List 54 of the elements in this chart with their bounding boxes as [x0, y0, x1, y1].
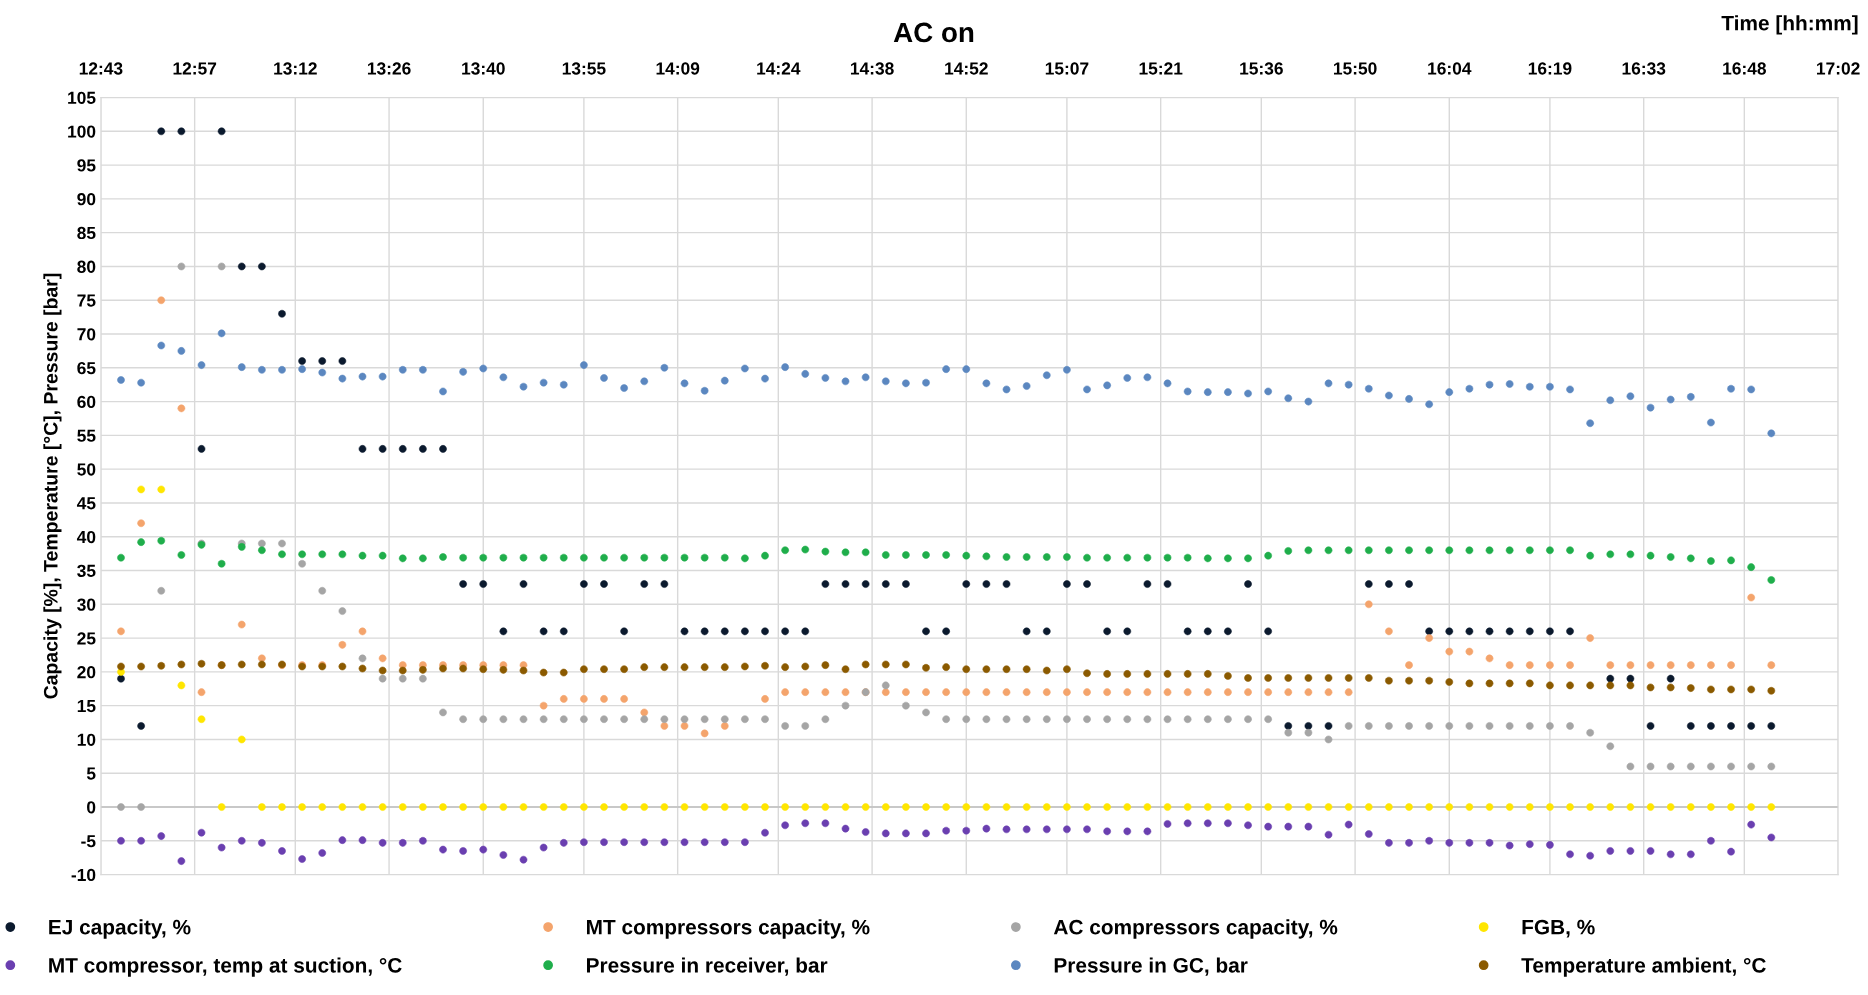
y-tick-label: 80	[77, 260, 96, 273]
x-tick-label: 15:36	[1240, 62, 1283, 75]
y-tick-label: 0	[87, 801, 96, 814]
legend-label: Temperature ambient, °C	[1521, 957, 1766, 977]
x-tick-label: 15:07	[1045, 62, 1089, 75]
y-tick-label: -10	[71, 868, 96, 882]
y-tick-label: 65	[77, 361, 96, 375]
y-tick-label: 70	[77, 328, 96, 341]
legend-label: FGB, %	[1522, 919, 1595, 938]
legend-label: Pressure in GC, bar	[1054, 957, 1248, 976]
legend-label: Pressure in receiver, bar	[587, 957, 828, 976]
x-tick-label: 13:26	[367, 62, 411, 75]
x-tick-label: 16:19	[1528, 62, 1572, 75]
y-tick-label: 50	[77, 463, 96, 476]
y-tick-label: 10	[77, 733, 96, 746]
x-tick-label: 16:33	[1622, 62, 1666, 75]
y-tick-label: -5	[81, 835, 96, 848]
x-tick-label: 13:12	[274, 62, 317, 75]
y-tick-label: 75	[77, 294, 96, 307]
y-tick-label: 55	[77, 429, 96, 442]
y-tick-label: 85	[77, 226, 96, 240]
y-tick-label: 105	[68, 91, 96, 104]
x-tick-label: 15:21	[1139, 62, 1183, 75]
x-tick-label: 16:04	[1428, 62, 1472, 75]
y-tick-label: 15	[77, 700, 96, 713]
y-tick-label: 45	[76, 497, 96, 510]
y-tick-label: 25	[77, 632, 96, 645]
x-tick-label: 14:09	[656, 62, 700, 75]
y-tick-label: 60	[77, 395, 96, 409]
y-tick-label: 20	[77, 666, 96, 679]
y-tick-label: 100	[68, 125, 96, 138]
x-tick-label: 13:40	[462, 62, 505, 75]
x-tick-label: 17:02	[1817, 62, 1860, 75]
y-tick-label: 95	[77, 159, 96, 172]
y-tick-label: 40	[76, 530, 96, 544]
legend-label: MT compressors capacity, %	[587, 919, 870, 939]
y-tick-label: 90	[77, 193, 96, 206]
y-tick-label: 5	[86, 767, 96, 780]
x-tick-label: 12:57	[173, 62, 217, 75]
legend-label: AC compressors capacity, %	[1053, 919, 1338, 939]
x-tick-label: 14:38	[850, 62, 894, 75]
x-tick-label: 13:55	[562, 62, 606, 75]
y-tick-label: 35	[77, 564, 96, 578]
x-tick-label: 16:48	[1723, 62, 1766, 75]
x-tick-label: 14:52	[945, 62, 988, 75]
chart-title: AC on	[893, 22, 974, 43]
legend-label: MT compressor, temp at suction, °C	[49, 957, 402, 977]
legend-label: EJ capacity, %	[49, 919, 191, 939]
y-tick-label: 30	[77, 598, 96, 611]
y-axis-title: Capacity [%], Temperature [°C], Pressure [bar]	[43, 273, 62, 699]
x-tick-label: 15:50	[1333, 62, 1377, 75]
x-axis-title: Time [hh:mm]	[1721, 15, 1858, 35]
x-tick-label: 12:43	[79, 62, 123, 75]
x-tick-label: 14:24	[757, 62, 801, 75]
